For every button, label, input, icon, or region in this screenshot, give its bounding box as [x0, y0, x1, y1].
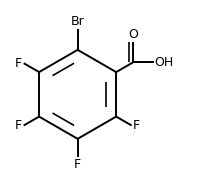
Text: OH: OH — [154, 56, 174, 69]
Text: F: F — [74, 158, 81, 171]
Text: F: F — [15, 57, 22, 70]
Text: F: F — [15, 119, 22, 132]
Text: O: O — [128, 28, 138, 41]
Text: Br: Br — [71, 15, 85, 28]
Text: F: F — [133, 119, 140, 132]
